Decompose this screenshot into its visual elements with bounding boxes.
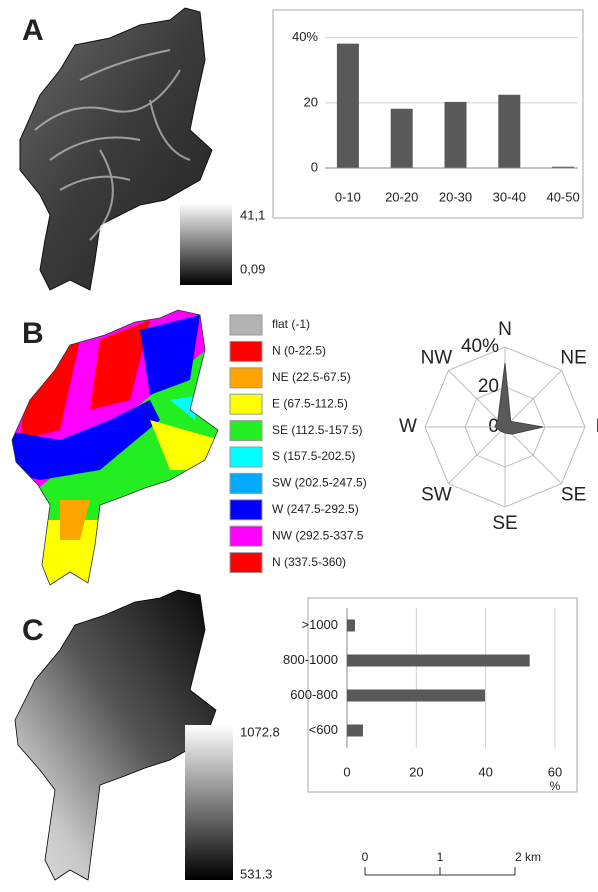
y-tick-label: 0 xyxy=(311,159,318,174)
panel-label: C xyxy=(22,614,44,647)
legend-swatch xyxy=(230,368,262,388)
x-tick-label: 30-40 xyxy=(493,189,526,204)
x-axis-label: % xyxy=(550,779,561,793)
category-label: SW xyxy=(421,485,452,506)
x-tick-label: 40 xyxy=(478,764,492,779)
bar xyxy=(391,109,413,168)
legend-label: NW (292.5-337.5 xyxy=(272,528,364,542)
legend-label: W (247.5-292.5) xyxy=(272,502,359,516)
category-label: W xyxy=(399,416,417,437)
scale-label: 2 km xyxy=(515,850,541,864)
r-tick-label: 40% xyxy=(461,336,499,357)
bar xyxy=(445,102,467,168)
elevation-legend-max: 1072.8 xyxy=(240,724,280,739)
category-label: SE xyxy=(492,513,517,534)
legend-swatch xyxy=(230,553,262,573)
r-tick-label: 20 xyxy=(478,376,499,397)
page: { "panels": [{"label": "A"}, {"label": "… xyxy=(0,0,598,887)
bar xyxy=(347,725,363,737)
bar xyxy=(347,690,485,702)
y-tick-label: 800-1000 xyxy=(283,652,338,667)
x-tick-label: 20-30 xyxy=(439,189,472,204)
legend-label: NE (22.5-67.5) xyxy=(272,370,351,384)
legend-swatch xyxy=(230,394,262,414)
legend-swatch xyxy=(230,500,262,520)
spoke xyxy=(505,370,562,427)
legend-swatch xyxy=(230,473,262,493)
legend-label: SW (202.5-247.5) xyxy=(272,476,367,490)
legend-label: N (0-22.5) xyxy=(272,344,326,358)
panel-label: B xyxy=(22,317,44,350)
y-tick-label: >1000 xyxy=(301,617,338,632)
spoke xyxy=(448,427,505,484)
legend-swatch xyxy=(230,421,262,441)
spoke xyxy=(505,427,562,484)
x-tick-label: 20-20 xyxy=(385,189,418,204)
elevation-legend-bar xyxy=(185,725,233,880)
slope-legend-min: 0,09 xyxy=(240,261,265,276)
y-tick-label: 40% xyxy=(292,29,318,44)
category-label: NE xyxy=(560,347,586,368)
category-label: NW xyxy=(421,347,453,368)
bar xyxy=(347,655,530,667)
legend-swatch xyxy=(230,526,262,546)
y-tick-label: 600-800 xyxy=(290,687,338,702)
bar xyxy=(498,95,520,168)
elevation-legend-min: 531.3 xyxy=(240,866,273,881)
legend-label: N (337.5-360) xyxy=(272,555,346,569)
scale-label: 1 xyxy=(437,850,444,864)
panel-label: A xyxy=(22,14,44,47)
category-label: SE xyxy=(561,485,586,506)
slope-legend-max: 41,1 xyxy=(240,207,265,222)
x-tick-label: 0 xyxy=(343,764,350,779)
legend-swatch xyxy=(230,341,262,361)
bar xyxy=(337,44,359,168)
scale-label: 0 xyxy=(362,850,369,864)
y-tick-label: <600 xyxy=(309,722,338,737)
legend-swatch xyxy=(230,315,262,335)
y-tick-label: 20 xyxy=(304,94,318,109)
slope-legend-bar xyxy=(180,203,232,285)
x-tick-label: 60 xyxy=(548,764,562,779)
x-tick-label: 20 xyxy=(409,764,423,779)
figure: 41,1 0,09 1072.8 531.3 A B Cflat (-1) N (0-… xyxy=(0,0,598,887)
legend-label: S (157.5-202.5) xyxy=(272,449,355,463)
chart-a-frame xyxy=(273,10,583,218)
legend-swatch xyxy=(230,447,262,467)
legend-label: flat (-1) xyxy=(272,317,310,331)
bar xyxy=(347,620,355,632)
radar-area xyxy=(495,363,543,434)
legend-label: E (67.5-112.5) xyxy=(272,396,348,410)
category-label: N xyxy=(498,319,512,340)
x-tick-label: 40-50 xyxy=(546,189,579,204)
legend-label: SE (112.5-157.5) xyxy=(272,423,363,437)
x-tick-label: 0-10 xyxy=(335,189,361,204)
